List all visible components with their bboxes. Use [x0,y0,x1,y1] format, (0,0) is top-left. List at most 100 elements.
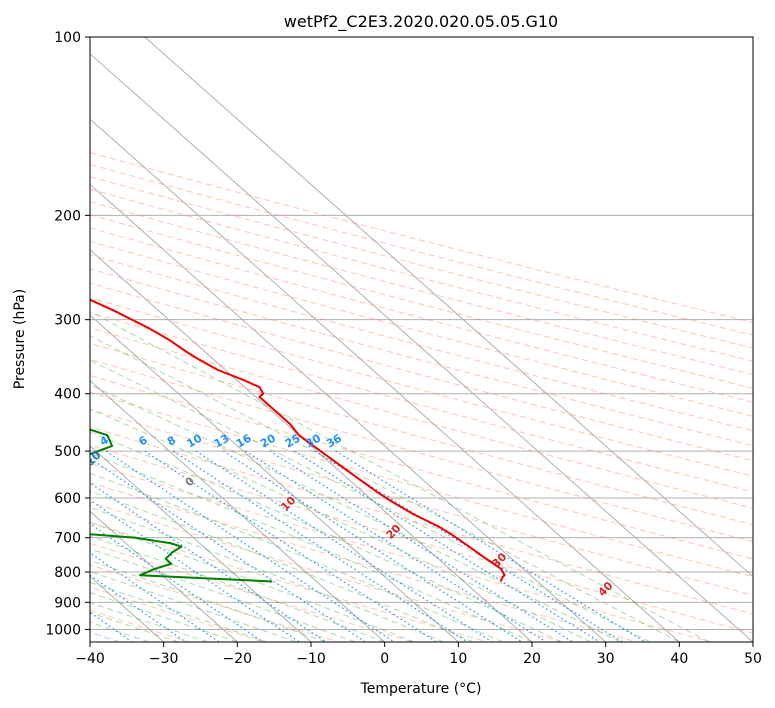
dry-adiabat [90,408,753,596]
x-tick-label: −30 [149,651,179,667]
mixing-ratio-label: 8 [165,434,178,449]
isotherm-label: 20 [384,521,404,541]
dry-adiabat [90,327,753,509]
x-tick-label: 20 [523,651,541,667]
mixing-ratio-label: 13 [212,432,232,451]
moist-adiabats [90,311,710,642]
moist-adiabat [90,535,385,642]
y-tick-label: 600 [54,491,81,507]
isotherm-label: 40 [596,579,616,599]
dewpoint-profile [90,428,273,583]
moist-adiabat [90,571,297,642]
x-tick-label: 50 [744,651,762,667]
isotherm-label: 30 [489,550,509,570]
y-tick-label: 900 [54,595,81,611]
dry-adiabat [90,297,753,477]
grid-layer [90,37,753,642]
isotherm-line [90,510,238,642]
mixing-ratio-label: 10 [184,431,204,450]
mixing-ratio-label: 6 [137,433,150,448]
y-tick-label: 700 [54,531,81,547]
x-tick-label: 30 [597,651,615,667]
x-tick-label: −40 [75,651,105,667]
dry-adiabat [90,426,753,615]
y-tick-label: 800 [54,565,81,581]
moist-adiabat [90,612,179,642]
axis-layer: −40 −30 −20 −10 0 10 20 30 40 50 100 200 300 400 500 60… [45,30,762,667]
moist-adiabat [90,408,592,642]
dry-adiabat [90,391,753,578]
plot-area: -100-90-80-70-60-50-40-30-20-10010203040… [0,37,753,642]
isotherm-label: 10 [278,494,298,514]
dry-adiabat [90,542,414,642]
dry-adiabats [90,151,753,642]
chart-title: wetPf2_C2E3.2020.020.05.05.G10 [284,12,558,32]
x-tick-label: −20 [223,651,253,667]
mixing-ratio-line [269,450,574,642]
mixing-ratio-line [105,450,395,642]
dry-adiabat [90,312,753,493]
dry-adiabat [90,282,753,462]
moist-adiabat [90,384,621,642]
isotherm-label: -10 [80,448,103,471]
isotherm-label: -20 [0,422,1,445]
moist-adiabat [90,592,238,642]
y-tick-label: 200 [54,208,81,224]
moist-adiabat [90,559,326,642]
isotherm-line [144,37,753,578]
dry-adiabat [90,214,753,389]
isotherm-line [90,314,459,642]
dry-adiabat [90,151,753,323]
dry-adiabat [90,501,563,642]
x-tick-label: 0 [380,651,389,667]
mixing-ratio-line [90,457,366,642]
moist-adiabat [90,311,710,642]
x-axis-label: Temperature (°C) [360,681,482,697]
series-layer [90,298,506,583]
isotherm-line [90,379,385,642]
y-tick-label: 400 [54,387,81,403]
moist-adiabat [90,431,562,642]
moist-adiabat [90,506,444,642]
isotherm-line [90,249,533,642]
dry-adiabat [90,163,753,336]
y-axis-label: Pressure (hPa) [12,289,28,389]
x-tick-label: 10 [449,651,467,667]
dry-adiabat [90,201,753,376]
mixing-ratio-label: 16 [234,431,254,450]
y-tick-label: 500 [54,444,81,460]
dry-adiabat [90,374,753,560]
moist-adiabat [90,548,356,642]
moist-adiabat [90,452,533,642]
dry-adiabat [90,188,753,362]
isotherm-line [90,118,680,642]
moist-adiabat [90,335,680,642]
moist-adiabat [90,581,267,642]
dry-adiabat [90,444,753,634]
mixing-ratio-line [294,450,601,642]
dry-adiabat [90,176,753,349]
y-tick-label: 300 [54,313,81,329]
dry-adiabat [90,342,753,526]
mixing-ratio-line [245,450,547,642]
mixing-ratio-line [223,450,523,642]
moist-adiabat [90,521,415,642]
mixing-ratio-label: 1.5 [5,431,28,452]
mixing-ratio-line [90,482,327,642]
mixing-ratio-label: 25 [283,432,303,451]
isotherm-line [90,445,312,642]
mixing-ratio-line [335,450,646,642]
dry-adiabat [90,268,753,447]
mixing-ratio-line [195,450,493,642]
dry-adiabat [90,227,753,403]
x-tick-label: 40 [670,651,688,667]
dry-adiabat [90,482,638,642]
dry-adiabat [90,358,753,543]
plot-frame [89,36,754,643]
dry-adiabat [90,240,753,417]
mixing-ratio-label: 2 [35,434,48,449]
